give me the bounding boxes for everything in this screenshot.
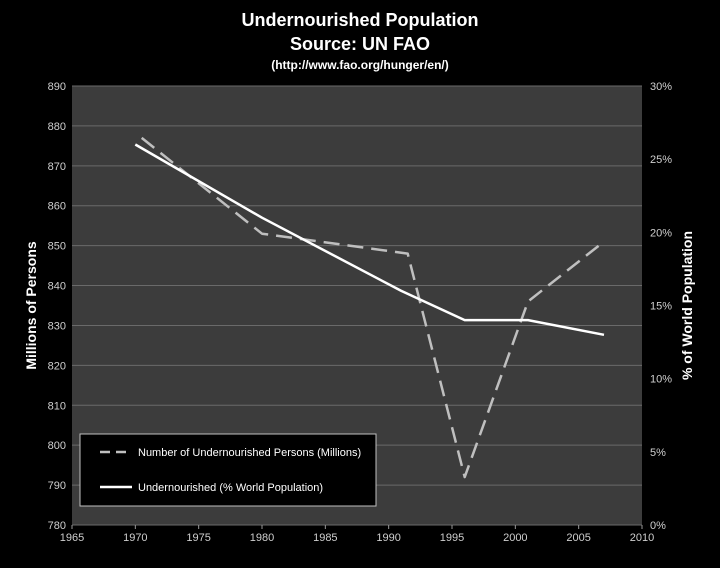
right-axis-title: % of World Population — [679, 231, 695, 380]
right-y-axis-ticks: 0% 5% 10% 15% 20% 25% 30% — [650, 81, 672, 532]
left-axis-title: Millions of Persons — [23, 241, 39, 370]
left-y-tick-label: 790 — [48, 480, 66, 492]
legend: Number of Undernourished Persons (Millio… — [79, 433, 377, 507]
x-axis-ticks: 1965 1970 1975 1980 1985 1990 1995 2000 2005 2010 — [60, 525, 654, 544]
right-y-tick-label: 25% — [650, 154, 672, 166]
right-y-tick-label: 20% — [650, 227, 672, 239]
left-y-tick-label: 880 — [48, 121, 66, 133]
left-y-tick-label: 780 — [48, 520, 66, 532]
series-line-1 — [134, 143, 605, 337]
series-line-0 — [140, 136, 605, 479]
x-tick-label: 1970 — [123, 532, 147, 544]
left-y-tick-label: 800 — [48, 440, 66, 452]
left-y-tick-label: 890 — [48, 81, 66, 93]
chart-title-block: Undernourished Population Source: UN FAO… — [0, 8, 720, 74]
right-y-tick-label: 0% — [650, 520, 666, 532]
x-tick-label: 1985 — [313, 532, 337, 544]
left-y-tick-label: 850 — [48, 241, 66, 253]
left-y-tick-label: 810 — [48, 400, 66, 412]
x-tick-label: 2010 — [630, 532, 654, 544]
x-tick-label: 2000 — [503, 532, 527, 544]
chart-title: Undernourished Population — [241, 10, 479, 30]
right-y-tick-label: 15% — [650, 301, 672, 313]
legend-label-percent: Undernourished (% World Population) — [138, 482, 323, 494]
chart-source-url: (http://www.fao.org/hunger/en/) — [271, 58, 449, 72]
x-tick-label: 2005 — [566, 532, 590, 544]
legend-box — [79, 433, 377, 507]
x-tick-label: 1965 — [60, 532, 84, 544]
left-y-tick-label: 860 — [48, 201, 66, 213]
x-tick-label: 1980 — [250, 532, 274, 544]
right-y-tick-label: 5% — [650, 447, 666, 459]
left-y-tick-label: 840 — [48, 281, 66, 293]
legend-label-persons: Number of Undernourished Persons (Millio… — [138, 447, 361, 459]
left-y-tick-label: 820 — [48, 360, 66, 372]
chart-subtitle: Source: UN FAO — [289, 34, 431, 54]
right-y-tick-label: 30% — [650, 81, 672, 93]
x-tick-label: 1975 — [186, 532, 210, 544]
left-y-axis-ticks: 780 790 800 810 820 830 840 850 860 870 880 890 — [48, 81, 66, 532]
series-lines — [134, 136, 605, 479]
x-tick-label: 1990 — [376, 532, 400, 544]
left-y-tick-label: 870 — [48, 161, 66, 173]
x-tick-label: 1995 — [440, 532, 464, 544]
left-y-tick-label: 830 — [48, 320, 66, 332]
right-y-tick-label: 10% — [650, 374, 672, 386]
